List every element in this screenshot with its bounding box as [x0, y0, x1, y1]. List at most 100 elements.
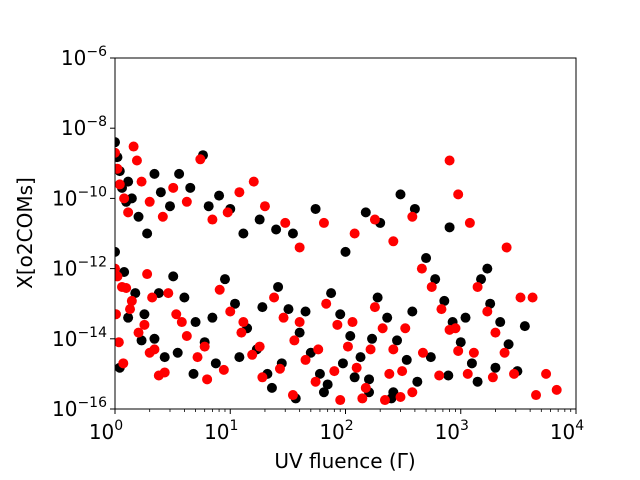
data-point-s1-15 [234, 187, 245, 198]
data-point-s0-22 [310, 203, 321, 214]
data-point-s1-33 [133, 327, 144, 338]
data-point-s0-81 [257, 302, 268, 313]
data-point-s1-26 [453, 189, 464, 200]
data-point-s0-16 [214, 190, 225, 201]
data-point-s1-62 [426, 281, 437, 292]
data-point-s0-77 [172, 347, 183, 358]
data-point-s1-82 [176, 317, 187, 328]
data-point-s1-12 [195, 154, 206, 165]
data-point-s1-92 [365, 344, 376, 355]
data-point-s0-85 [337, 358, 348, 369]
data-point-s1-66 [462, 368, 473, 379]
data-point-s1-75 [115, 309, 121, 320]
data-point-s1-98 [468, 347, 479, 358]
data-point-s0-11 [164, 201, 175, 212]
data-point-s0-26 [395, 189, 406, 200]
data-point-s1-4 [123, 207, 134, 218]
data-point-s1-73 [531, 390, 542, 401]
data-point-s0-12 [174, 168, 185, 179]
data-point-s0-48 [294, 327, 305, 338]
data-point-s0-70 [503, 339, 514, 350]
x-axis-label: UV fluence (Γ) [274, 449, 415, 473]
data-point-s1-94 [400, 323, 411, 334]
data-point-s1-39 [192, 352, 203, 363]
data-point-s1-79 [139, 319, 150, 330]
data-point-s1-77 [118, 358, 129, 369]
data-point-s1-53 [342, 341, 353, 352]
data-point-s1-54 [351, 362, 362, 373]
data-point-s1-16 [248, 176, 259, 187]
data-point-s1-95 [417, 347, 428, 358]
data-point-s1-76 [115, 337, 124, 348]
x-tick-label-0: 100 [89, 418, 123, 444]
data-point-s1-70 [499, 347, 510, 358]
x-tick-label-4: 104 [550, 418, 584, 444]
data-point-s1-36 [163, 288, 174, 299]
data-point-s1-17 [259, 201, 270, 212]
data-point-s0-84 [322, 379, 333, 390]
data-point-s0-36 [168, 271, 179, 282]
data-point-s1-21 [349, 228, 360, 239]
data-point-s0-66 [466, 358, 477, 369]
data-point-s0-67 [476, 274, 487, 285]
x-axis-ticks: 100 101 102 103 104 [89, 409, 584, 444]
data-point-s0-18 [238, 228, 249, 239]
data-point-s0-10 [155, 187, 166, 198]
data-point-s1-37 [171, 309, 182, 320]
data-point-s0-75 [136, 335, 147, 346]
data-point-s1-80 [149, 344, 160, 355]
data-point-s0-58 [392, 335, 403, 346]
data-point-s1-96 [434, 370, 445, 381]
data-point-s1-42 [225, 306, 236, 317]
points-layer [115, 137, 562, 406]
data-point-s1-43 [236, 327, 247, 338]
data-point-s0-8 [142, 228, 153, 239]
data-point-s0-63 [439, 295, 450, 306]
data-point-s1-106 [147, 292, 158, 303]
x-tick-label-2: 102 [319, 418, 353, 444]
data-point-s1-58 [388, 344, 399, 355]
data-point-s1-60 [407, 387, 418, 398]
data-point-s0-72 [519, 321, 530, 332]
data-point-s1-100 [551, 384, 562, 395]
data-point-s0-21 [287, 228, 298, 239]
data-point-s1-52 [332, 319, 343, 330]
data-point-s1-8 [144, 196, 155, 207]
data-point-s0-46 [273, 281, 284, 292]
data-point-s1-71 [509, 368, 520, 379]
data-point-s1-50 [310, 376, 321, 387]
data-point-s1-41 [214, 284, 225, 295]
y-tick-label-4: 10−8 [61, 114, 107, 140]
data-point-s0-5 [123, 176, 134, 187]
data-point-s0-90 [425, 352, 436, 363]
x-tick-label-1: 101 [204, 418, 238, 444]
data-point-s1-91 [347, 317, 358, 328]
data-point-s0-29 [482, 263, 493, 274]
data-point-s0-69 [495, 317, 506, 328]
data-point-s1-72 [515, 292, 526, 303]
data-point-s0-35 [159, 352, 170, 363]
data-point-s1-84 [218, 364, 229, 375]
data-point-s1-107 [121, 283, 132, 293]
y-tick-label-3: 10−10 [52, 184, 107, 210]
data-point-s0-60 [412, 376, 423, 387]
data-point-s1-88 [294, 317, 305, 328]
data-point-s0-23 [340, 246, 351, 257]
y-axis-label: X[o2COMs] [13, 177, 37, 289]
data-point-s0-51 [326, 288, 337, 299]
data-point-s1-97 [450, 323, 461, 334]
data-point-s1-99 [487, 372, 498, 383]
data-point-s1-85 [238, 317, 249, 328]
y-tick-label-2: 10−12 [52, 255, 107, 281]
y-axis-ticks: 10−16 10−14 10−12 10−10 10−8 10−6 [52, 44, 115, 421]
data-point-s0-49 [305, 347, 316, 358]
data-point-s1-14 [222, 207, 233, 218]
data-point-s1-89 [313, 344, 324, 355]
data-point-s0-37 [179, 292, 190, 303]
data-point-s0-30 [115, 246, 120, 257]
data-point-s0-61 [421, 253, 432, 264]
data-point-s1-68 [482, 306, 493, 317]
data-point-s0-52 [335, 309, 346, 320]
data-point-s0-80 [234, 352, 245, 363]
data-point-s0-54 [355, 352, 366, 363]
